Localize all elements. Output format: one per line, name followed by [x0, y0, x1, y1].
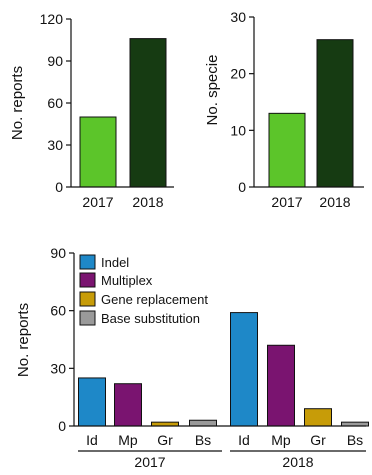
group-label: 2017	[134, 454, 165, 470]
bar-Id-2018	[230, 312, 258, 427]
group-label: 2018	[282, 454, 313, 470]
bar-2017	[79, 116, 117, 188]
x-tick-label: Bs	[195, 432, 211, 448]
bar-Mp-2018	[267, 344, 295, 427]
y-tick-label: 60	[47, 95, 63, 111]
y-tick-label: 0	[238, 179, 246, 195]
y-tick-label: 90	[50, 245, 66, 261]
y-tick-label: 10	[230, 122, 246, 138]
legend-swatch	[79, 254, 96, 270]
x-tick-label: 2018	[132, 194, 163, 210]
legend-label: Multiplex	[101, 273, 153, 288]
x-tick-label: Id	[238, 432, 250, 448]
y-tick-label: 20	[230, 66, 246, 82]
x-tick-label: Id	[86, 432, 98, 448]
y-tick-label: 30	[50, 360, 66, 376]
legend-label: Base substitution	[101, 311, 200, 326]
bar-Mp-2017	[114, 383, 142, 427]
bar-2018	[129, 38, 167, 188]
y-tick-label: 0	[55, 179, 63, 195]
chart-reports-by-year: No. reports 0 30 60 90 120 2017 2018	[9, 11, 174, 210]
y-tick-label: 30	[230, 9, 246, 25]
y-tick-label: 90	[47, 53, 63, 69]
y-tick-label: 30	[47, 137, 63, 153]
y-tick-label: 60	[50, 303, 66, 319]
legend-swatch	[79, 272, 96, 288]
legend-swatch	[79, 310, 96, 326]
y-axis-label: No. reports	[9, 66, 26, 140]
x-tick-label: Gr	[310, 432, 326, 448]
bar-Gr-2018	[304, 408, 332, 427]
bar-2018	[316, 39, 354, 188]
x-tick-label: 2017	[82, 194, 113, 210]
y-tick-label: 120	[40, 11, 64, 27]
chart-reports-by-type: No. reports 0 30 60 90 Id Mp Gr Bs Id Mp Gr Bs 201…	[15, 245, 369, 470]
legend-label: Indel	[101, 255, 129, 270]
x-tick-label: Bs	[347, 432, 363, 448]
x-tick-label: 2017	[271, 194, 302, 210]
x-tick-label: Gr	[157, 432, 173, 448]
x-tick-label: Mp	[271, 432, 291, 448]
y-tick-label: 0	[58, 418, 66, 434]
bar-Id-2017	[78, 377, 106, 427]
x-tick-label: Mp	[118, 432, 138, 448]
legend-label: Gene replacement	[101, 292, 208, 307]
y-axis-label: No. specie	[204, 55, 221, 126]
legend-swatch	[79, 291, 96, 307]
y-axis-label: No. reports	[15, 303, 32, 377]
chart-species-by-year: No. specie 0 10 20 30 2017 2018	[204, 9, 364, 210]
bar-2017	[268, 112, 306, 188]
bar-Bs-2017	[189, 419, 217, 427]
x-tick-label: 2018	[319, 194, 350, 210]
